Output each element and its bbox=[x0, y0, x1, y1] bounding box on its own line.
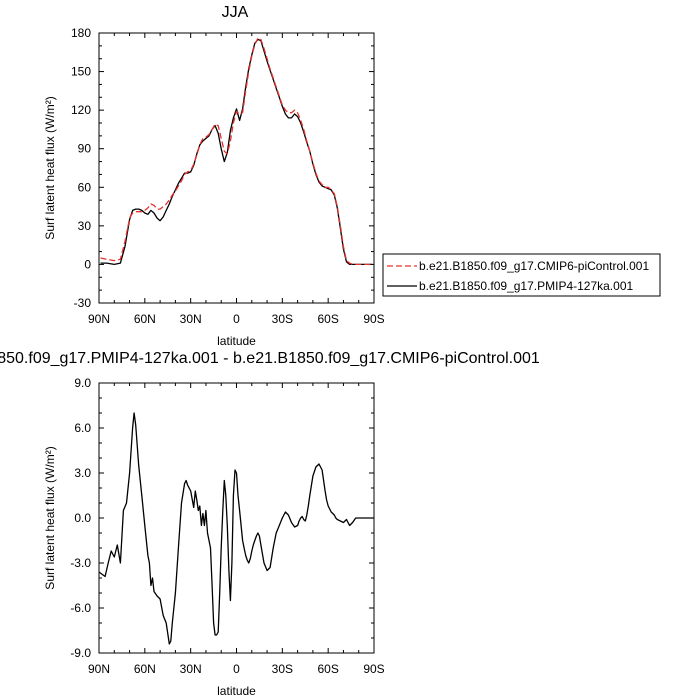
top-chart-legend: b.e21.B1850.f09_g17.CMIP6-piControl.001 … bbox=[382, 253, 661, 297]
top-x-tick-label: 30N bbox=[180, 312, 202, 326]
top-x-tick-label: 60S bbox=[317, 312, 338, 326]
bottom-y-tick-label: -6.0 bbox=[70, 601, 91, 615]
top-x-tick-label: 90N bbox=[88, 312, 110, 326]
top-chart-ylabel: Surf latent heat flux (W/m²) bbox=[43, 96, 57, 239]
top-y-tick-label: 30 bbox=[78, 219, 92, 233]
bottom-chart-ticks: 90N 60N 30N 0 30S 60S 90S -9.0 -6.0 -3.0 0.0 3.0 6.0… bbox=[70, 376, 384, 676]
top-y-tick-label: 60 bbox=[78, 180, 92, 194]
bottom-y-tick-label: 6.0 bbox=[74, 421, 91, 435]
bottom-y-tick-label: 3.0 bbox=[74, 466, 91, 480]
bottom-x-tick-label: 30S bbox=[272, 662, 293, 676]
top-y-tick-label: 90 bbox=[78, 142, 92, 156]
top-x-tick-label: 0 bbox=[233, 312, 240, 326]
legend-label-picontrol: b.e21.B1850.f09_g17.CMIP6-piControl.001 bbox=[419, 259, 649, 273]
legend-box bbox=[382, 253, 661, 297]
top-x-tick-label: 60N bbox=[134, 312, 156, 326]
bottom-y-tick-label: 0.0 bbox=[74, 511, 91, 525]
bottom-x-tick-label: 60S bbox=[317, 662, 338, 676]
bottom-chart-title: b.e21.B1850.f09_g17.PMIP4-127ka.001 - b.… bbox=[0, 350, 540, 367]
top-y-tick-label: 0 bbox=[84, 257, 91, 271]
top-chart-frame bbox=[98, 32, 375, 304]
bottom-chart-xlabel: latitude bbox=[217, 684, 256, 698]
bottom-y-tick-label: -3.0 bbox=[70, 556, 91, 570]
legend-label-127ka: b.e21.B1850.f09_g17.PMIP4-127ka.001 bbox=[419, 279, 633, 293]
top-x-tick-label: 30S bbox=[272, 312, 293, 326]
bottom-chart-ylabel: Surf latent heat flux (W/m²) bbox=[43, 446, 57, 589]
bottom-x-tick-label: 90S bbox=[363, 662, 384, 676]
top-y-tick-label: 180 bbox=[71, 26, 91, 40]
top-series-line-picontrol bbox=[100, 37, 373, 266]
top-chart-ticks: 90N 60N 30N 0 30S 60S 90S -30 0 30 60 90 120 150 180 bbox=[71, 26, 385, 326]
bottom-y-tick-label: -9.0 bbox=[70, 646, 91, 660]
bottom-x-tick-label: 30N bbox=[180, 662, 202, 676]
bottom-x-tick-label: 90N bbox=[88, 662, 110, 676]
top-y-tick-label: -30 bbox=[74, 296, 92, 310]
bottom-chart-frame bbox=[98, 382, 375, 654]
top-chart-title: JJA bbox=[222, 4, 249, 21]
top-y-tick-label: 150 bbox=[71, 65, 91, 79]
top-series-line-127ka bbox=[100, 38, 373, 266]
bottom-x-tick-label: 0 bbox=[233, 662, 240, 676]
bottom-x-tick-label: 60N bbox=[134, 662, 156, 676]
top-chart-series-group bbox=[100, 37, 373, 266]
top-y-tick-label: 120 bbox=[71, 103, 91, 117]
top-chart-xlabel: latitude bbox=[217, 334, 256, 348]
bottom-y-tick-label: 9.0 bbox=[74, 376, 91, 390]
bottom-chart-series-group bbox=[98, 412, 374, 645]
bottom-series-line-difference bbox=[98, 412, 374, 645]
top-x-tick-label: 90S bbox=[363, 312, 384, 326]
